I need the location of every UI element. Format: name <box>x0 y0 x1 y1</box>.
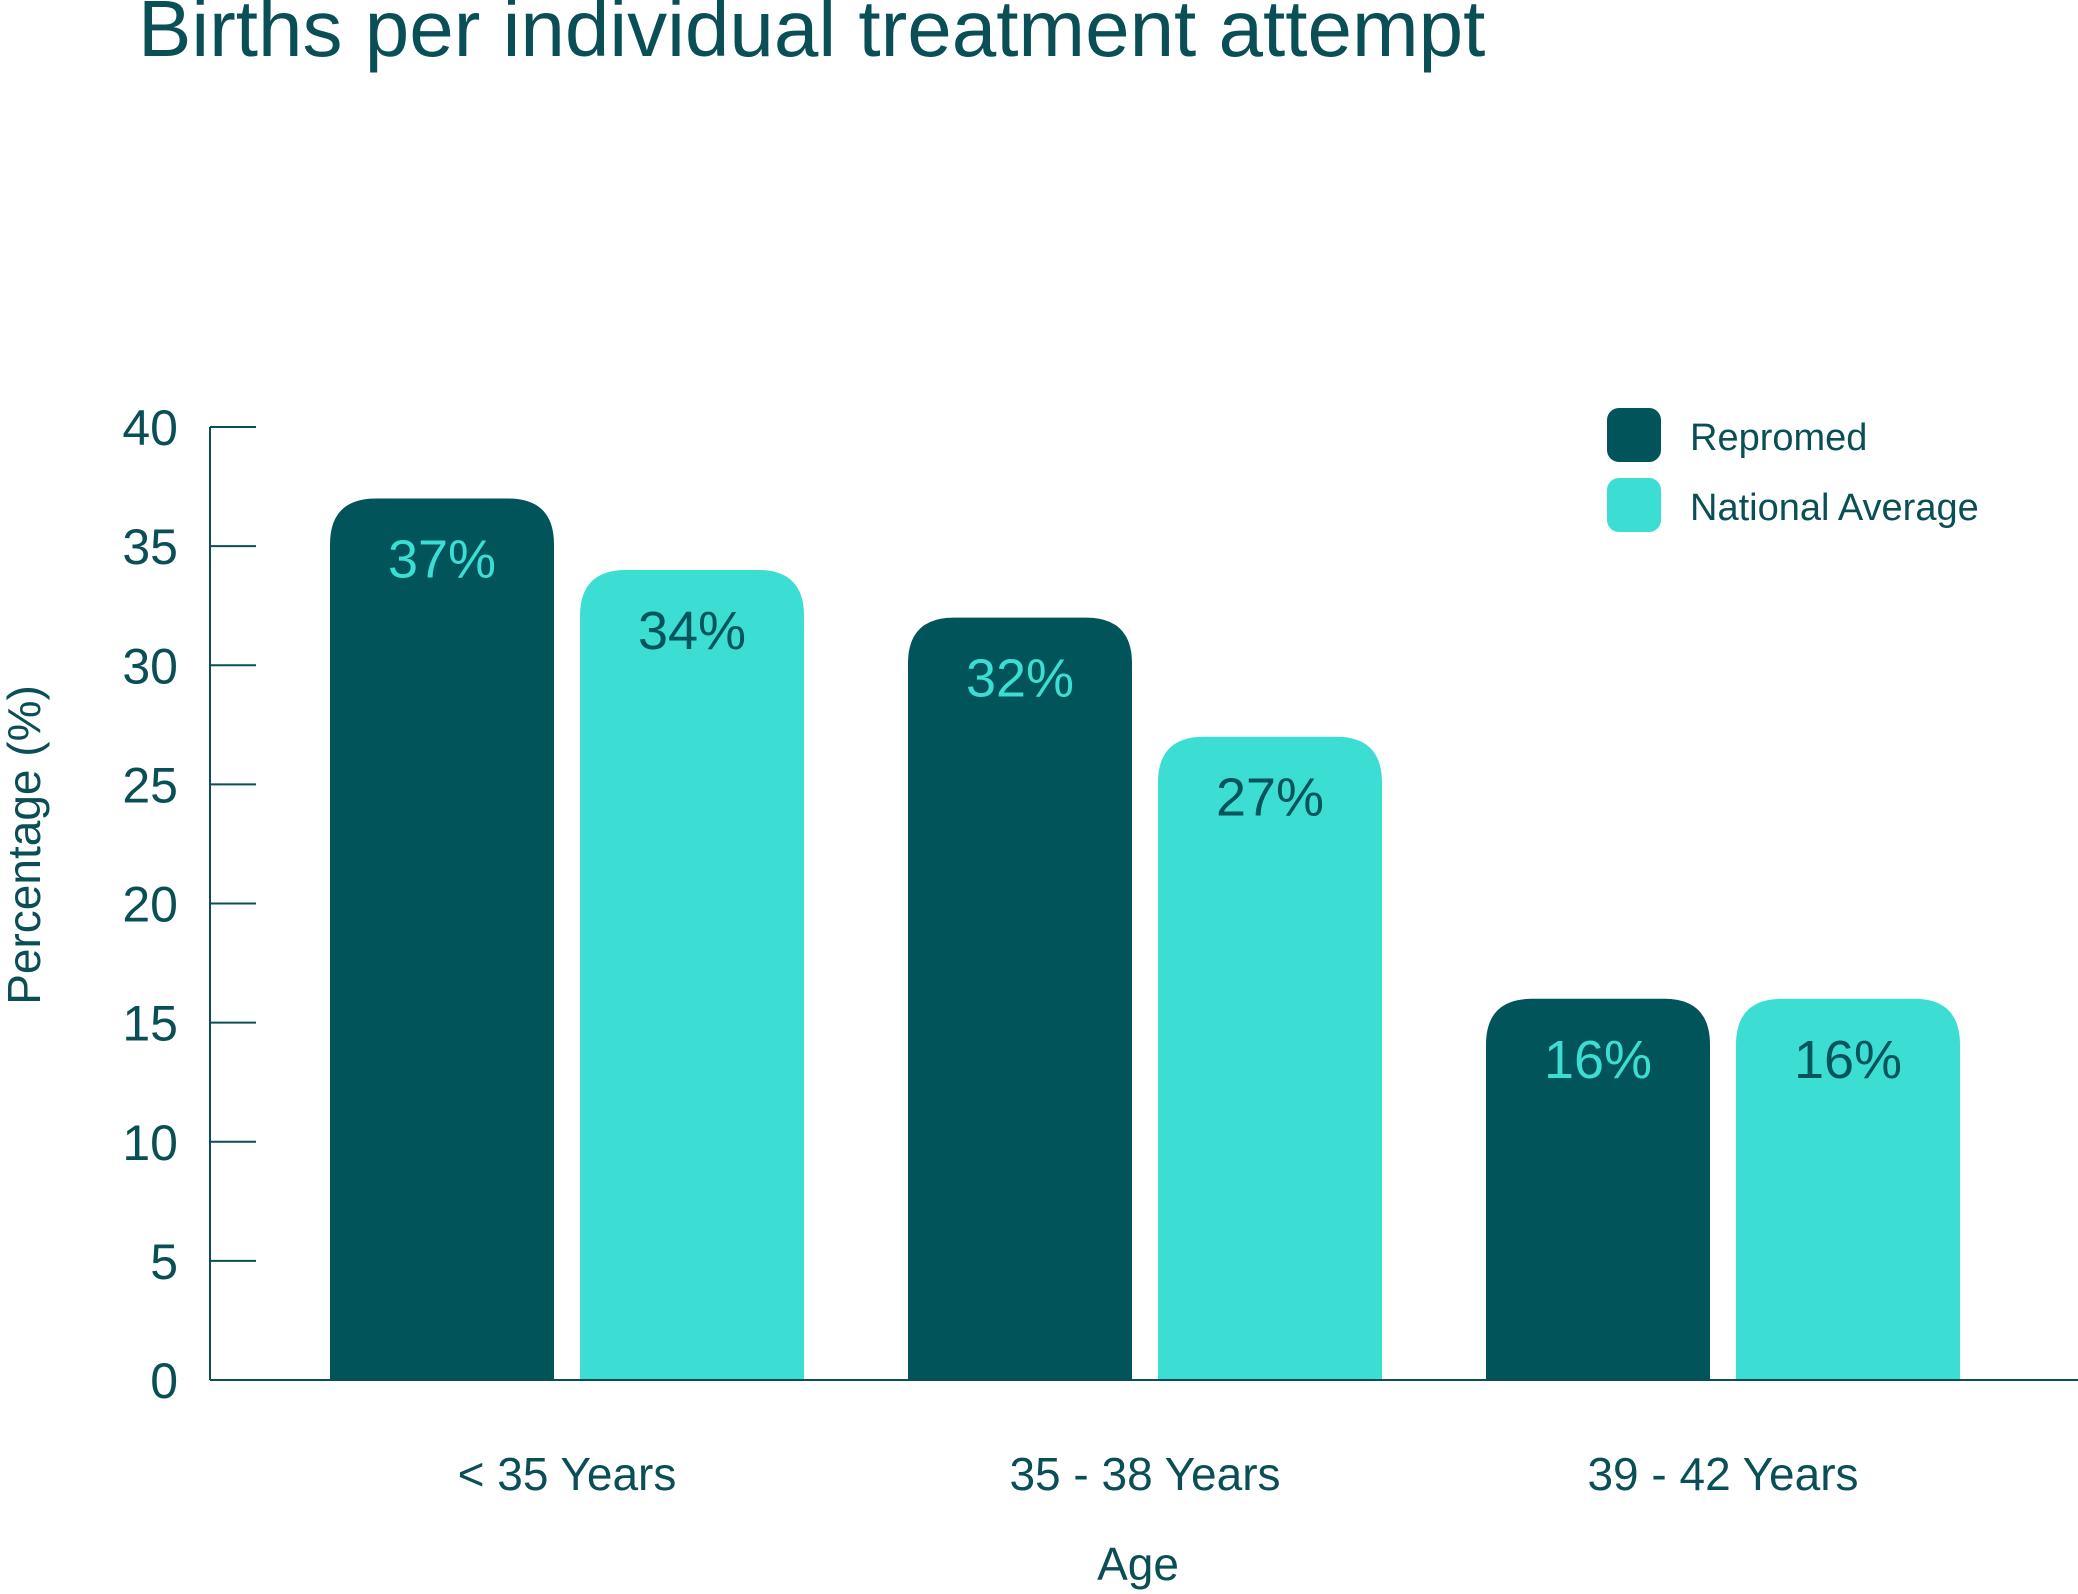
bar <box>330 498 554 1381</box>
data-label: 27% <box>1216 768 1324 828</box>
legend-swatch <box>1607 408 1661 462</box>
x-axis-label: Age <box>1097 1538 1179 1590</box>
y-tick-label: 10 <box>122 1115 178 1171</box>
y-tick-label: 40 <box>122 400 178 456</box>
legend-label: National Average <box>1690 487 1979 529</box>
x-axis: < 35 Years 35 - 38 Years 39 - 42 Years <box>210 1379 2078 1500</box>
y-tick-label: 30 <box>122 638 178 694</box>
legend-label: Repromed <box>1690 417 1867 459</box>
y-tick-label: 0 <box>150 1353 178 1409</box>
bar <box>1736 998 1960 1380</box>
data-label: 34% <box>638 601 746 661</box>
y-tick-label: 25 <box>122 757 178 813</box>
bar <box>908 617 1132 1380</box>
y-tick-label: 15 <box>122 996 178 1052</box>
x-tick-label: 35 - 38 Years <box>1009 1448 1280 1500</box>
data-label: 16% <box>1544 1030 1652 1090</box>
bar <box>1486 998 1710 1380</box>
y-axis-label: Percentage (%) <box>0 685 50 1005</box>
y-axis: 0 5 10 15 20 25 30 35 40 <box>122 400 256 1409</box>
y-tick-label: 35 <box>122 519 178 575</box>
data-label: 16% <box>1794 1030 1902 1090</box>
data-label: 32% <box>966 649 1074 709</box>
y-tick-label: 5 <box>150 1234 178 1290</box>
chart-title: Births per individual treatment attempt <box>138 0 1485 73</box>
data-label: 37% <box>388 529 496 589</box>
legend-swatch <box>1607 478 1661 532</box>
x-tick-label: 39 - 42 Years <box>1587 1448 1858 1500</box>
legend: Repromed National Average <box>1607 408 1979 532</box>
y-tick-label: 20 <box>122 877 178 933</box>
x-tick-label: < 35 Years <box>458 1448 677 1500</box>
bar <box>580 569 804 1380</box>
bar <box>1158 736 1382 1380</box>
bars: 37% 34% 32% 27% 16% 16% <box>330 498 1960 1381</box>
